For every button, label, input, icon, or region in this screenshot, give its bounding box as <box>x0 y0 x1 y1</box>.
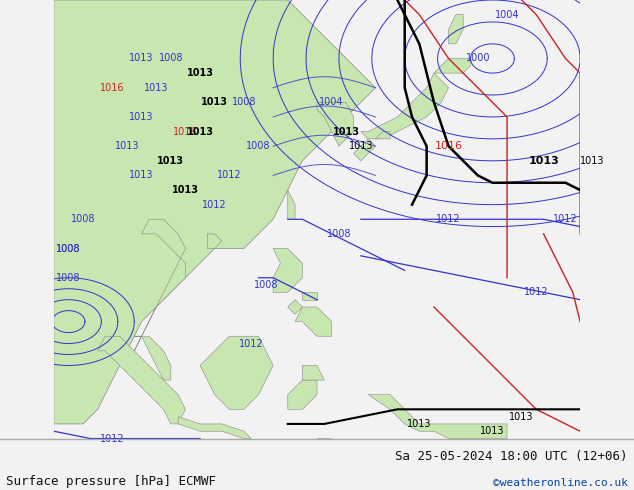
Text: 1008: 1008 <box>158 53 183 64</box>
Text: 1004: 1004 <box>320 98 344 107</box>
Polygon shape <box>375 131 390 139</box>
Polygon shape <box>288 190 295 220</box>
Text: 1016: 1016 <box>434 141 463 151</box>
Polygon shape <box>98 336 185 424</box>
Polygon shape <box>207 234 222 248</box>
Polygon shape <box>54 0 375 424</box>
Text: 1016: 1016 <box>100 83 125 93</box>
Text: 1013: 1013 <box>129 112 154 122</box>
Text: 1012: 1012 <box>239 339 264 348</box>
Text: 1008: 1008 <box>254 280 278 290</box>
Polygon shape <box>361 73 449 139</box>
Text: 1013: 1013 <box>528 156 559 166</box>
Text: 1013: 1013 <box>349 141 373 151</box>
Polygon shape <box>178 416 251 439</box>
Text: 1000: 1000 <box>465 53 490 64</box>
Text: 1013: 1013 <box>407 419 432 429</box>
Polygon shape <box>288 300 302 314</box>
Text: 1008: 1008 <box>231 98 256 107</box>
Text: 1008: 1008 <box>56 244 81 253</box>
Text: ©weatheronline.co.uk: ©weatheronline.co.uk <box>493 478 628 488</box>
Polygon shape <box>317 102 354 146</box>
Text: 1012: 1012 <box>202 199 227 210</box>
Text: 1008: 1008 <box>327 229 351 239</box>
Text: 1013: 1013 <box>129 171 154 180</box>
Text: 1016: 1016 <box>173 126 198 137</box>
Text: 1012: 1012 <box>100 434 125 443</box>
Text: 1013: 1013 <box>144 83 169 93</box>
Text: 1012: 1012 <box>553 214 578 224</box>
Text: 1013: 1013 <box>186 68 214 78</box>
Polygon shape <box>434 58 470 73</box>
Text: 1013: 1013 <box>580 156 605 166</box>
Text: 1004: 1004 <box>495 10 519 20</box>
Polygon shape <box>354 139 375 161</box>
Polygon shape <box>368 395 507 439</box>
Text: 1013: 1013 <box>186 126 214 137</box>
Text: 1012: 1012 <box>524 287 548 297</box>
Polygon shape <box>449 15 463 44</box>
Text: 1013: 1013 <box>509 412 534 421</box>
Polygon shape <box>288 380 317 409</box>
Text: 1012: 1012 <box>217 171 242 180</box>
Text: 1013: 1013 <box>201 98 228 107</box>
Polygon shape <box>317 439 339 446</box>
Polygon shape <box>302 293 317 300</box>
Polygon shape <box>134 336 171 380</box>
Text: 1013: 1013 <box>172 185 199 195</box>
Text: Sa 25-05-2024 18:00 UTC (12+06): Sa 25-05-2024 18:00 UTC (12+06) <box>395 450 628 463</box>
Polygon shape <box>295 307 332 336</box>
Polygon shape <box>0 307 3 329</box>
Text: 1008: 1008 <box>56 244 81 253</box>
Polygon shape <box>273 248 302 293</box>
Text: Surface pressure [hPa] ECMWF: Surface pressure [hPa] ECMWF <box>6 474 216 488</box>
Text: 1013: 1013 <box>129 53 154 64</box>
Text: 1013: 1013 <box>480 426 505 436</box>
Text: 1008: 1008 <box>71 214 95 224</box>
Text: 1012: 1012 <box>436 214 461 224</box>
Text: 1013: 1013 <box>333 126 359 137</box>
Polygon shape <box>302 366 325 380</box>
Text: 1008: 1008 <box>246 141 271 151</box>
Text: 1013: 1013 <box>157 156 184 166</box>
Polygon shape <box>200 336 273 409</box>
Text: 1008: 1008 <box>56 273 81 283</box>
Polygon shape <box>127 220 185 366</box>
Text: 1013: 1013 <box>115 141 139 151</box>
